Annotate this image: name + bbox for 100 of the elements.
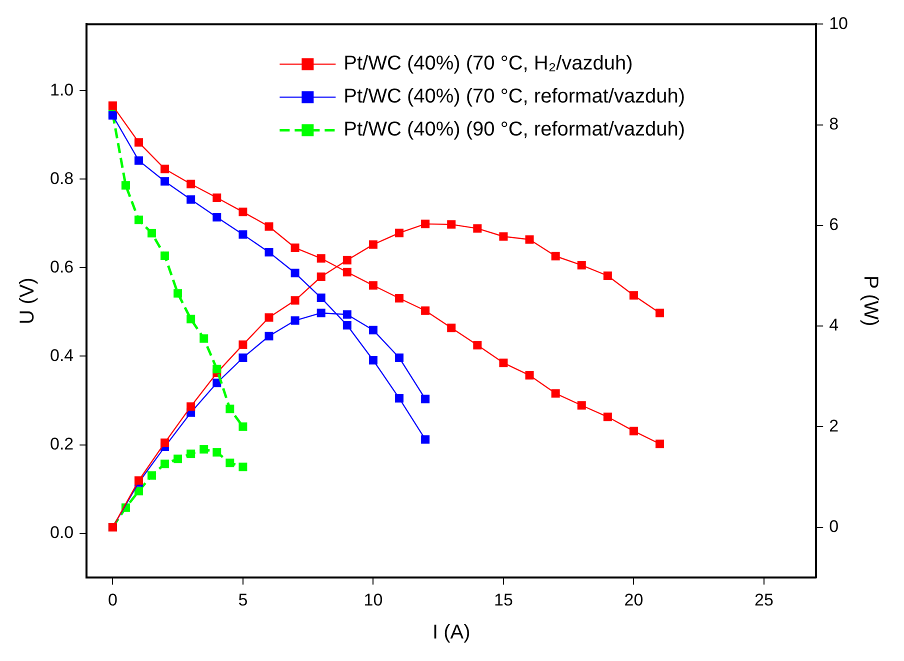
point [342, 310, 352, 319]
point [212, 194, 222, 202]
y-tick-label: 0.0 [50, 523, 74, 542]
y-axis-title: U (V) [16, 278, 39, 324]
y-tick-label: 0.6 [50, 257, 74, 276]
x-tick-label: 20 [624, 590, 644, 610]
point [368, 281, 378, 290]
point [290, 244, 300, 252]
point [395, 394, 404, 403]
point [447, 324, 456, 332]
x-tick-label: 5 [238, 590, 248, 610]
x-tick-label: 0 [108, 590, 118, 610]
point [160, 438, 170, 448]
y2-tick-label: 6 [829, 215, 839, 234]
point [160, 460, 170, 468]
point [316, 308, 326, 318]
x-tick-label: 10 [364, 590, 383, 610]
point [368, 240, 378, 249]
point [264, 332, 274, 340]
point [238, 340, 248, 349]
x-tick-label: 25 [754, 590, 774, 610]
legend-label: Pt/WC (40%) (70 °C, reformat/vazduh) [344, 86, 686, 108]
point [525, 371, 534, 380]
point [200, 334, 208, 343]
point [212, 448, 222, 457]
y-tick-label: 1.0 [50, 80, 74, 100]
point [473, 340, 482, 350]
point [421, 306, 430, 315]
point [238, 422, 248, 431]
point [212, 212, 222, 222]
y2-axis-title: P (W) [859, 276, 882, 326]
point [200, 445, 208, 454]
point [290, 296, 300, 305]
point [499, 232, 508, 241]
point [160, 164, 170, 174]
point [656, 440, 664, 448]
point [447, 220, 456, 229]
point [238, 354, 248, 362]
point [395, 294, 404, 302]
y2-tick-label: 10 [829, 14, 848, 33]
point [629, 426, 638, 436]
point [473, 224, 482, 233]
legend-label: Pt/WC (40%) (90 °C, reformat/vazduh) [344, 118, 686, 141]
y-tick-label: 0.8 [50, 168, 74, 188]
point [174, 454, 182, 464]
x-tick-label: 15 [494, 590, 513, 610]
point [186, 180, 196, 188]
point [121, 181, 130, 190]
point [108, 101, 117, 110]
point [421, 435, 430, 444]
point [316, 272, 326, 281]
point [160, 177, 170, 186]
point [174, 289, 182, 298]
point [551, 389, 560, 398]
point [421, 394, 430, 404]
point [238, 208, 248, 216]
y-tick-label: 0.4 [50, 346, 74, 365]
point [342, 268, 352, 276]
point [395, 354, 404, 362]
point [186, 402, 196, 411]
point [421, 220, 430, 228]
point [577, 401, 586, 410]
point [134, 486, 143, 496]
point [629, 291, 638, 300]
point [264, 248, 274, 256]
point [226, 458, 234, 468]
legend-label: Pt/WC (40%) (70 °C, H₂/vazduh) [344, 52, 633, 75]
y2-tick-label: 2 [829, 416, 839, 436]
point [160, 252, 170, 260]
point [395, 228, 404, 238]
point [148, 471, 156, 480]
point [525, 235, 534, 244]
point [342, 256, 352, 264]
point [316, 294, 326, 302]
point [148, 228, 156, 238]
point [603, 272, 612, 280]
point [342, 321, 352, 330]
point [238, 462, 248, 472]
point [603, 412, 612, 422]
point [134, 216, 143, 224]
point [186, 195, 196, 204]
point [656, 308, 664, 318]
point [134, 156, 143, 165]
point [264, 222, 274, 231]
x-axis-title: I (A) [432, 622, 470, 644]
point [316, 254, 326, 263]
point [186, 314, 196, 324]
y2-tick-label: 4 [829, 316, 839, 335]
point [499, 358, 508, 368]
y2-tick-label: 8 [829, 114, 839, 134]
point [368, 356, 378, 364]
point [290, 268, 300, 278]
point [368, 326, 378, 334]
point [134, 138, 143, 147]
point [212, 364, 222, 374]
y2-tick-label: 0 [829, 516, 839, 536]
point [226, 404, 234, 414]
point [577, 260, 586, 270]
point [238, 230, 248, 239]
point [290, 316, 300, 325]
